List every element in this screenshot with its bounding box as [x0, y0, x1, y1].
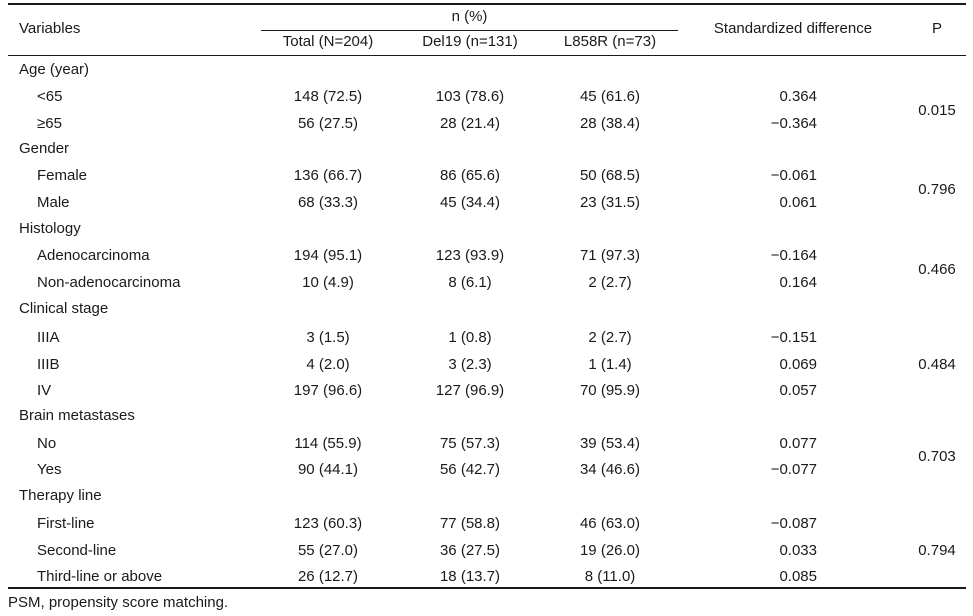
- cell-l858r: 2 (2.7): [588, 274, 632, 291]
- cell-p-value: 0.484: [918, 356, 956, 373]
- cell-del19: 36 (27.5): [439, 542, 501, 559]
- cell-std-diff: 0.364: [779, 88, 817, 105]
- cell-l858r: 34 (46.6): [579, 461, 641, 478]
- cell-del19: 123 (93.9): [435, 247, 505, 264]
- cell-std-diff: −0.364: [770, 115, 817, 132]
- cell-p-value: 0.466: [918, 261, 956, 278]
- cell-del19: 77 (58.8): [439, 515, 501, 532]
- cell-std-diff: 0.061: [779, 194, 817, 211]
- header-total: Total (N=204): [282, 33, 374, 50]
- cell-total: 56 (27.5): [297, 115, 359, 132]
- row-label: Adenocarcinoma: [37, 247, 150, 264]
- header-std-diff: Standardized difference: [713, 20, 873, 37]
- group-label: Age (year): [19, 61, 90, 78]
- cell-total: 10 (4.9): [302, 274, 354, 291]
- cell-del19: 28 (21.4): [439, 115, 501, 132]
- cell-std-diff: −0.087: [770, 515, 817, 532]
- cell-std-diff: −0.151: [770, 329, 817, 346]
- cell-std-diff: 0.077: [779, 435, 817, 452]
- cell-l858r: 28 (38.4): [579, 115, 641, 132]
- cell-l858r: 71 (97.3): [579, 247, 641, 264]
- row-label: First-line: [37, 515, 95, 532]
- row-label: Second-line: [37, 542, 117, 559]
- cell-total: 123 (60.3): [293, 515, 363, 532]
- cell-p-value: 0.794: [918, 542, 956, 559]
- cell-std-diff: 0.033: [779, 542, 817, 559]
- header-variables: Variables: [19, 20, 81, 37]
- cell-l858r: 23 (31.5): [579, 194, 641, 211]
- cell-del19: 45 (34.4): [439, 194, 501, 211]
- n-percent-underline: [261, 30, 678, 31]
- cell-total: 197 (96.6): [293, 382, 363, 399]
- cell-l858r: 46 (63.0): [579, 515, 641, 532]
- cell-del19: 8 (6.1): [448, 274, 492, 291]
- row-label: IV: [37, 382, 52, 399]
- cell-std-diff: −0.077: [770, 461, 817, 478]
- cell-total: 114 (55.9): [294, 435, 362, 452]
- header-bottom-rule: [8, 55, 966, 56]
- group-label: Brain metastases: [19, 407, 135, 424]
- row-label: Non-adenocarcinoma: [37, 274, 181, 291]
- header-del19: Del19 (n=131): [422, 33, 518, 50]
- cell-total: 26 (12.7): [297, 568, 359, 585]
- row-label: Third-line or above: [37, 568, 163, 585]
- cell-del19: 127 (96.9): [435, 382, 505, 399]
- row-label: IIIB: [37, 356, 60, 373]
- cell-total: 55 (27.0): [297, 542, 359, 559]
- cell-del19: 3 (2.3): [448, 356, 492, 373]
- cell-total: 194 (95.1): [293, 247, 363, 264]
- cell-del19: 18 (13.7): [439, 568, 501, 585]
- cell-del19: 1 (0.8): [448, 329, 492, 346]
- cell-total: 3 (1.5): [306, 329, 350, 346]
- cell-total: 68 (33.3): [297, 194, 359, 211]
- cell-l858r: 70 (95.9): [579, 382, 641, 399]
- cell-l858r: 19 (26.0): [579, 542, 641, 559]
- cell-l858r: 1 (1.4): [588, 356, 632, 373]
- cell-del19: 56 (42.7): [439, 461, 501, 478]
- cell-total: 136 (66.7): [293, 167, 363, 184]
- row-label: ≥65: [37, 115, 62, 132]
- bottom-rule: [8, 587, 966, 589]
- row-label: No: [37, 435, 57, 452]
- top-rule: [8, 3, 966, 5]
- cell-l858r: 8 (11.0): [584, 568, 636, 585]
- cell-l858r: 39 (53.4): [579, 435, 641, 452]
- group-label: Histology: [19, 220, 81, 237]
- cell-p-value: 0.015: [918, 102, 956, 119]
- cell-total: 90 (44.1): [297, 461, 359, 478]
- header-n-percent: n (%): [451, 8, 488, 25]
- cell-std-diff: 0.057: [779, 382, 817, 399]
- cell-del19: 103 (78.6): [435, 88, 505, 105]
- cell-l858r: 2 (2.7): [588, 329, 632, 346]
- cell-std-diff: −0.164: [770, 247, 817, 264]
- row-label: IIIA: [37, 329, 60, 346]
- cell-l858r: 45 (61.6): [579, 88, 641, 105]
- group-label: Gender: [19, 140, 70, 157]
- row-label: Male: [37, 194, 70, 211]
- row-label: Female: [37, 167, 88, 184]
- baseline-characteristics-table: Variables n (%) Total (N=204) Del19 (n=1…: [8, 0, 966, 589]
- header-p: P: [931, 20, 942, 37]
- cell-p-value: 0.703: [918, 448, 956, 465]
- cell-l858r: 50 (68.5): [579, 167, 641, 184]
- cell-del19: 75 (57.3): [439, 435, 501, 452]
- cell-std-diff: 0.085: [779, 568, 817, 585]
- cell-p-value: 0.796: [918, 181, 956, 198]
- table-footnote: PSM, propensity score matching.: [8, 594, 229, 611]
- cell-total: 4 (2.0): [306, 356, 350, 373]
- cell-std-diff: 0.069: [779, 356, 817, 373]
- row-label: <65: [37, 88, 63, 105]
- cell-total: 148 (72.5): [293, 88, 363, 105]
- group-label: Clinical stage: [19, 300, 109, 317]
- header-l858r: L858R (n=73): [563, 33, 657, 50]
- row-label: Yes: [37, 461, 62, 478]
- cell-std-diff: −0.061: [770, 167, 817, 184]
- cell-std-diff: 0.164: [779, 274, 817, 291]
- cell-del19: 86 (65.6): [439, 167, 501, 184]
- group-label: Therapy line: [19, 487, 102, 504]
